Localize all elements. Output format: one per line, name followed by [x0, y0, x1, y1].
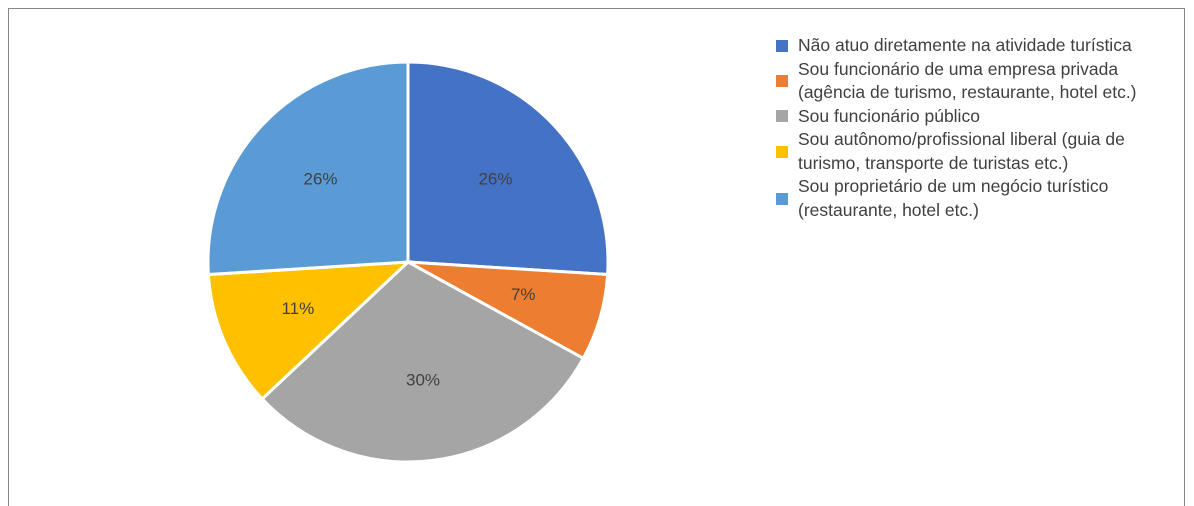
legend-swatch [776, 192, 788, 205]
pie-slice [260, 260, 586, 464]
legend-entry: Sou autônomo/profissional liberal (guia … [776, 128, 1176, 175]
legend-entry: Sou funcionário de uma empresa privada (… [776, 58, 1176, 105]
legend-label: Sou proprietário de um negócio turístico… [798, 176, 1109, 220]
legend-swatch [776, 75, 788, 87]
legend-label: Sou funcionário público [798, 105, 980, 126]
pie-slice [206, 60, 410, 277]
legend: Não atuo diretamente na atividade turíst… [776, 34, 1176, 222]
legend-label: Não atuo diretamente na atividade turíst… [798, 35, 1132, 55]
legend-label: Sou funcionário de uma empresa privada (… [798, 58, 1137, 103]
legend-swatch [776, 145, 788, 158]
chart-frame [8, 8, 1185, 506]
legend-swatch [776, 39, 788, 52]
data-label: 11% [281, 299, 314, 318]
pie-slice [406, 60, 610, 277]
legend-entry: Sou funcionário público [776, 105, 1176, 129]
legend-swatch [776, 110, 788, 123]
legend-entry: Sou proprietário de um negócio turístico… [776, 175, 1176, 222]
data-label: 26% [478, 169, 512, 188]
pie-slice [206, 260, 413, 402]
legend-entry: Não atuo diretamente na atividade turíst… [776, 34, 1176, 58]
data-label: 30% [406, 371, 440, 390]
data-label: 26% [304, 169, 338, 188]
data-label: 7% [511, 285, 536, 304]
legend-label: Sou autônomo/profissional liberal (guia … [798, 129, 1125, 173]
